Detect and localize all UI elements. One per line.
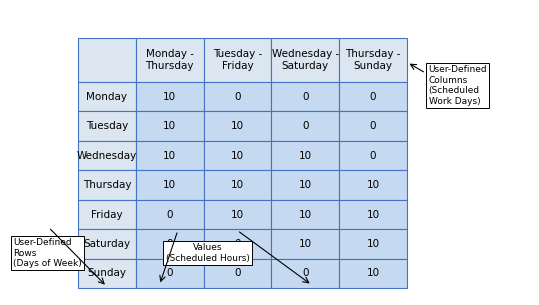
Bar	[339, 259, 407, 288]
Text: User-Defined
Columns
(Scheduled
Work Days): User-Defined Columns (Scheduled Work Day…	[429, 65, 487, 106]
Bar	[78, 82, 136, 111]
Bar	[339, 111, 407, 141]
Bar	[78, 111, 136, 141]
Bar	[204, 38, 271, 82]
Bar	[78, 38, 136, 82]
Bar	[136, 38, 204, 82]
Text: 10: 10	[163, 92, 176, 102]
Bar	[204, 111, 271, 141]
Text: Thursday: Thursday	[82, 180, 131, 190]
Text: Wednesday -
Saturday: Wednesday - Saturday	[272, 49, 339, 71]
Text: 10: 10	[299, 210, 312, 220]
Text: Thursday -
Sunday: Thursday - Sunday	[345, 49, 401, 71]
Text: 0: 0	[167, 239, 173, 249]
Bar	[78, 141, 136, 170]
Bar	[136, 82, 204, 111]
Text: 10: 10	[367, 180, 379, 190]
Bar	[271, 229, 339, 259]
Text: 0: 0	[234, 268, 240, 278]
Bar	[136, 200, 204, 229]
Text: Wednesday: Wednesday	[77, 151, 137, 161]
Text: 0: 0	[370, 92, 376, 102]
Bar	[271, 259, 339, 288]
Text: 10: 10	[367, 268, 379, 278]
Text: 10: 10	[231, 180, 244, 190]
Text: 10: 10	[231, 121, 244, 131]
Bar	[136, 229, 204, 259]
Text: Friday: Friday	[91, 210, 123, 220]
Text: 0: 0	[234, 92, 240, 102]
Text: 0: 0	[302, 92, 308, 102]
Bar	[204, 82, 271, 111]
Text: User-Defined
Rows
(Days of Week): User-Defined Rows (Days of Week)	[13, 238, 82, 268]
Bar	[136, 111, 204, 141]
Bar	[204, 229, 271, 259]
Bar	[78, 229, 136, 259]
Text: 10: 10	[231, 151, 244, 161]
Bar	[204, 141, 271, 170]
Bar	[136, 170, 204, 200]
Bar	[78, 259, 136, 288]
Text: 10: 10	[231, 210, 244, 220]
Bar	[339, 38, 407, 82]
Text: Tuesday: Tuesday	[86, 121, 128, 131]
Bar	[271, 82, 339, 111]
Bar	[271, 38, 339, 82]
Bar	[204, 259, 271, 288]
Bar	[271, 111, 339, 141]
Bar	[78, 170, 136, 200]
Text: Sunday: Sunday	[87, 268, 127, 278]
Text: 10: 10	[299, 180, 312, 190]
Text: 10: 10	[299, 151, 312, 161]
Text: 10: 10	[367, 239, 379, 249]
Bar	[204, 170, 271, 200]
Bar	[136, 141, 204, 170]
Text: 10: 10	[163, 151, 176, 161]
Text: 0: 0	[302, 268, 308, 278]
Bar	[339, 141, 407, 170]
Bar	[271, 170, 339, 200]
Text: Values
(Scheduled Hours): Values (Scheduled Hours)	[165, 243, 250, 263]
Bar	[339, 200, 407, 229]
Text: 0: 0	[302, 121, 308, 131]
Bar	[271, 141, 339, 170]
Text: 0: 0	[370, 121, 376, 131]
Bar	[136, 259, 204, 288]
Text: 0: 0	[234, 239, 240, 249]
Text: 0: 0	[167, 210, 173, 220]
Bar	[339, 229, 407, 259]
Text: 10: 10	[163, 121, 176, 131]
Bar	[339, 170, 407, 200]
Bar	[339, 82, 407, 111]
Text: 10: 10	[367, 210, 379, 220]
Text: Monday -
Thursday: Monday - Thursday	[146, 49, 194, 71]
Text: Saturday: Saturday	[84, 239, 130, 249]
Bar	[78, 200, 136, 229]
Text: 10: 10	[163, 180, 176, 190]
Bar	[204, 200, 271, 229]
Text: 10: 10	[299, 239, 312, 249]
Text: Tuesday -
Friday: Tuesday - Friday	[213, 49, 262, 71]
Text: 0: 0	[370, 151, 376, 161]
Text: 0: 0	[167, 268, 173, 278]
Text: Monday: Monday	[86, 92, 127, 102]
Bar	[271, 200, 339, 229]
